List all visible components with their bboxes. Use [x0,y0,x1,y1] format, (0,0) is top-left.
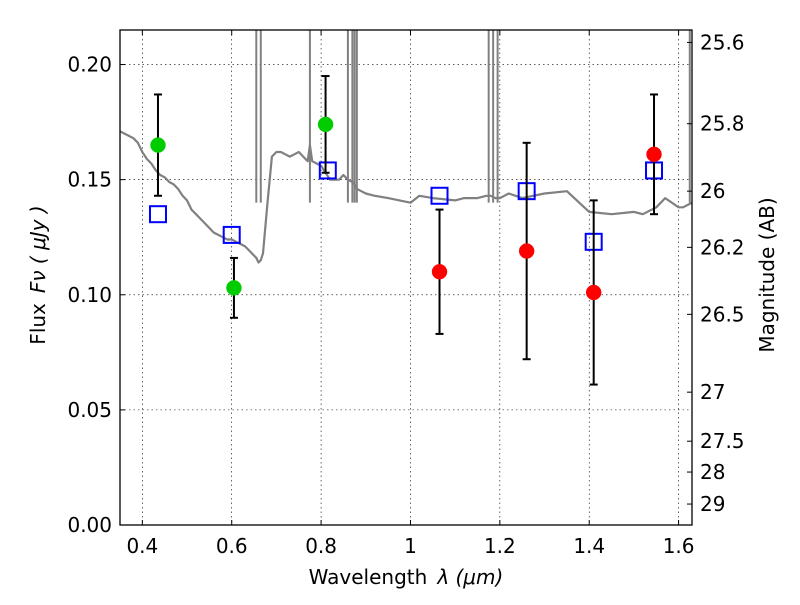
y-axis: 0.00 0.05 0.10 0.15 0.20 [67,53,125,537]
sed-model-line [120,130,692,264]
x-tick-label: 0.6 [216,534,248,558]
y2-tick-label: 27 [700,380,725,404]
y2-tick-label: 26.2 [700,235,745,259]
x-tick-label: 1.2 [484,534,516,558]
y-axis-label: FluxFν ( μJy ) [26,205,50,344]
x-axis-label: Wavelength λ (μm) [309,565,504,589]
y2-tick-label: 25.6 [700,30,745,54]
red-flux-point [431,263,448,280]
red-flux-point [646,146,662,163]
sed-model-spikes [255,30,691,203]
y2-tick-label: 25.8 [700,112,745,136]
red-flux-point [585,284,602,301]
x-tick-label: 1 [404,534,417,558]
x-tick-label: 1.4 [573,534,605,558]
y-tick-label: 0.05 [67,398,112,422]
y-tick-label: 0.15 [67,168,112,192]
y2-axis-label: Magnitude (AB) [755,197,779,352]
grid [120,30,692,525]
y2-tick-label: 26.5 [700,302,745,326]
green-flux-point [317,116,334,133]
model-flux-square [148,205,167,224]
y-tick-label: 0.00 [67,513,112,537]
y2-tick-label: 27.5 [700,429,745,453]
x-axis: 0.4 0.6 0.8 1 1.2 1.4 1.6 [126,30,695,558]
y-tick-label: 0.20 [67,53,112,77]
plot-frame [119,29,693,526]
y2-tick-label: 26 [700,179,725,203]
y2-axis: 25.6 25.8 26 26.2 26.5 27 27.5 28 29 [687,30,745,516]
model-flux-square [430,186,449,205]
model-flux-square [318,161,337,180]
model-flux-square [222,225,241,244]
plot-area [120,30,692,386]
y2-tick-label: 28 [700,460,725,484]
x-tick-label: 0.8 [305,534,337,558]
x-tick-label: 0.4 [126,534,158,558]
red-flux-point [518,243,535,259]
y2-tick-label: 29 [700,492,725,516]
y-tick-label: 0.10 [67,283,112,307]
green-flux-point [150,137,166,153]
green-flux-point [226,280,242,296]
x-tick-label: 1.6 [663,534,695,558]
